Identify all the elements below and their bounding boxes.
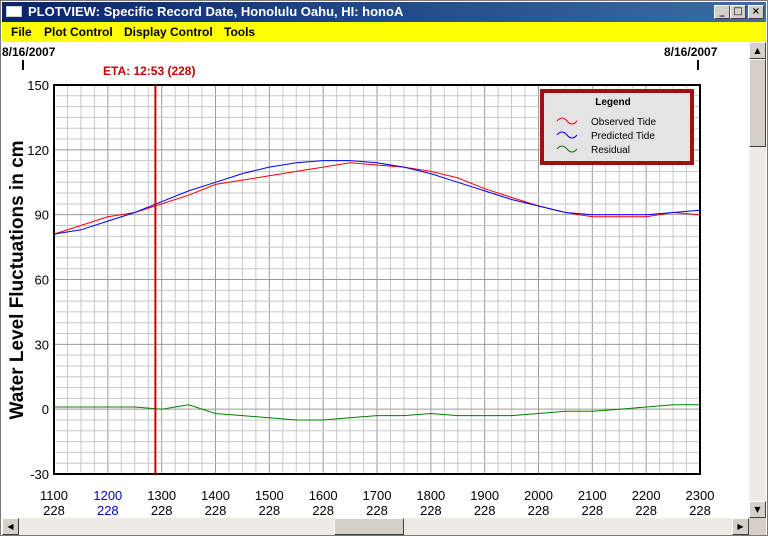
- x-tick-label-time: 1200: [93, 488, 122, 503]
- y-tick-label: 150: [27, 78, 49, 93]
- x-tick-label-day: 228: [689, 503, 711, 518]
- menu-tools[interactable]: Tools: [224, 25, 256, 39]
- x-tick-label-time: 1100: [40, 488, 68, 503]
- scroll-left-icon[interactable]: ◀: [2, 518, 19, 535]
- plot-area: 8/16/2007 8/16/2007 ETA: 12:53 (228) 150…: [2, 45, 718, 518]
- maximize-icon[interactable]: □: [730, 5, 746, 19]
- y-tick-label: -30: [30, 467, 49, 482]
- close-icon[interactable]: ×: [748, 5, 764, 19]
- date-right: 8/16/2007: [664, 45, 718, 59]
- x-tick-label-time: 1800: [416, 488, 445, 503]
- x-tick-label-day: 228: [205, 503, 227, 518]
- x-tick-label-time: 1700: [363, 488, 392, 503]
- menu-plot-control[interactable]: Plot Control: [44, 25, 113, 39]
- menu-bar: File Plot Control Display Control Tools: [2, 22, 766, 42]
- y-tick-label: 120: [27, 143, 49, 158]
- legend: Legend Observed Tide Predicted Tide Residu…: [540, 89, 694, 165]
- legend-swatch: [556, 117, 578, 125]
- x-tick-label-time: 1900: [470, 488, 499, 503]
- minimize-icon[interactable]: _: [714, 5, 730, 19]
- x-tick-label-time: 1500: [255, 488, 284, 503]
- title-bar: PLOTVIEW: Specific Record Date, Honolulu…: [2, 2, 766, 22]
- legend-entry: Predicted Tide: [591, 131, 655, 142]
- legend-box: [540, 89, 694, 165]
- menu-display-control[interactable]: Display Control: [124, 25, 213, 39]
- x-tick-label-day: 228: [528, 503, 550, 518]
- x-tick-label-time: 1600: [309, 488, 338, 503]
- date-left: 8/16/2007: [2, 45, 56, 59]
- window-title: PLOTVIEW: Specific Record Date, Honolulu…: [28, 4, 404, 19]
- y-tick-label: 60: [35, 273, 49, 288]
- y-tick-labels: 150 120 90 60 30 0 -30: [27, 78, 49, 482]
- x-tick-label-day: 228: [420, 503, 442, 518]
- series-group: [53, 160, 701, 421]
- eta-label: ETA: 12:53 (228): [103, 64, 195, 78]
- vertical-scroll-thumb[interactable]: [749, 59, 766, 147]
- series-line-2: [54, 404, 700, 421]
- legend-title: Legend: [595, 97, 631, 108]
- x-tick-label-time: 2300: [686, 488, 715, 503]
- y-tick-label: 90: [35, 208, 49, 223]
- x-tick-label-day: 228: [258, 503, 280, 518]
- scroll-up-icon[interactable]: ▲: [749, 42, 766, 59]
- x-tick-label-time: 1300: [147, 488, 176, 503]
- x-tick-label-day: 228: [635, 503, 657, 518]
- legend-swatch: [556, 145, 578, 153]
- x-tick-label-time: 2200: [632, 488, 661, 503]
- y-axis-label: Water Level Fluctuations in cm: [7, 140, 28, 419]
- x-tick-label-time: 1400: [201, 488, 230, 503]
- series-line-1: [53, 160, 701, 235]
- legend-entry: Residual: [591, 145, 630, 156]
- legend-swatch: [556, 131, 578, 139]
- vertical-scrollbar[interactable]: ▲ ▼: [749, 42, 766, 518]
- x-tick-label-day: 228: [43, 503, 65, 518]
- horizontal-scrollbar[interactable]: ◀ ▶: [2, 518, 749, 535]
- menu-file[interactable]: File: [11, 25, 32, 39]
- series-line-0: [53, 162, 701, 235]
- x-tick-label-day: 228: [581, 503, 603, 518]
- x-tick-label-day: 228: [151, 503, 173, 518]
- x-tick-labels: 1100228120022813002281400228150022816002…: [40, 488, 714, 518]
- plot-frame: [53, 84, 701, 475]
- horizontal-scroll-thumb[interactable]: [334, 518, 404, 535]
- scrollbar-corner: [749, 518, 766, 535]
- y-tick-label: 0: [42, 402, 49, 417]
- x-tick-label-time: 2000: [524, 488, 553, 503]
- legend-entry: Observed Tide: [591, 117, 656, 128]
- scroll-right-icon[interactable]: ▶: [732, 518, 749, 535]
- x-tick-label-day: 228: [366, 503, 388, 518]
- app-icon: [6, 6, 22, 17]
- x-tick-label-time: 2100: [578, 488, 607, 503]
- x-tick-label-day: 228: [97, 503, 119, 518]
- scroll-down-icon[interactable]: ▼: [749, 501, 766, 518]
- grid: [53, 84, 701, 475]
- x-tick-label-day: 228: [474, 503, 496, 518]
- x-tick-label-day: 228: [312, 503, 334, 518]
- y-tick-label: 30: [35, 337, 49, 352]
